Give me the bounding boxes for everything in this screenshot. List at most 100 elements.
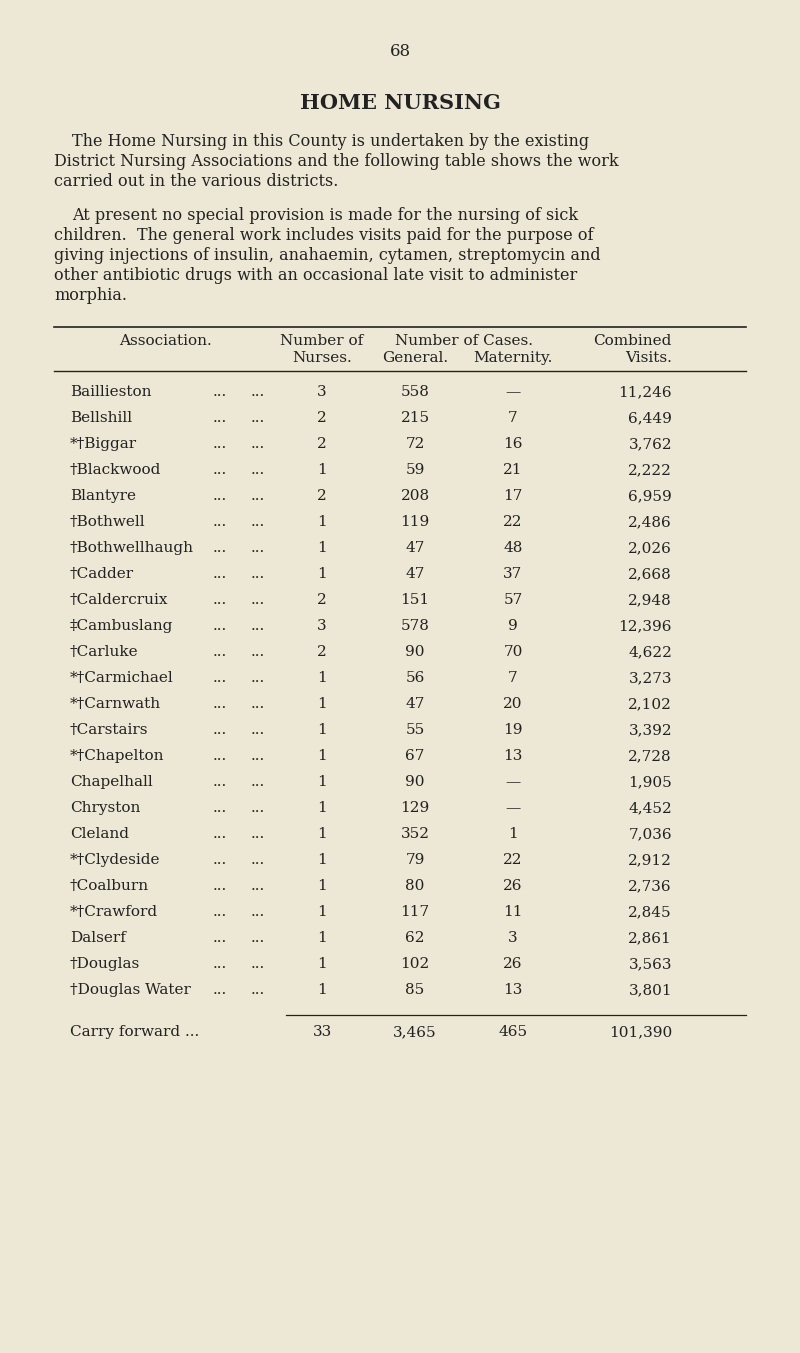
Text: *†Carmichael: *†Carmichael bbox=[70, 671, 174, 685]
Text: †Bothwellhaugh: †Bothwellhaugh bbox=[70, 541, 194, 555]
Text: *†Carnwath: *†Carnwath bbox=[70, 697, 161, 710]
Text: 1: 1 bbox=[317, 723, 327, 737]
Text: —: — bbox=[506, 801, 521, 815]
Text: 7,036: 7,036 bbox=[628, 827, 672, 842]
Text: 9: 9 bbox=[508, 620, 518, 633]
Text: †Coalburn: †Coalburn bbox=[70, 879, 149, 893]
Text: 33: 33 bbox=[312, 1026, 332, 1039]
Text: Combined: Combined bbox=[594, 334, 672, 348]
Text: ...: ... bbox=[251, 775, 265, 789]
Text: †Carstairs: †Carstairs bbox=[70, 723, 149, 737]
Text: Visits.: Visits. bbox=[625, 350, 672, 365]
Text: 19: 19 bbox=[503, 723, 522, 737]
Text: 2: 2 bbox=[317, 411, 327, 425]
Text: ...: ... bbox=[213, 801, 227, 815]
Text: ...: ... bbox=[251, 567, 265, 580]
Text: At present no special provision is made for the nursing of sick: At present no special provision is made … bbox=[72, 207, 578, 225]
Text: 2: 2 bbox=[317, 437, 327, 451]
Text: 1: 1 bbox=[317, 852, 327, 867]
Text: 1: 1 bbox=[317, 567, 327, 580]
Text: 151: 151 bbox=[401, 593, 430, 607]
Text: District Nursing Associations and the following table shows the work: District Nursing Associations and the fo… bbox=[54, 153, 618, 170]
Text: ...: ... bbox=[251, 984, 265, 997]
Text: 465: 465 bbox=[498, 1026, 527, 1039]
Text: 26: 26 bbox=[503, 879, 522, 893]
Text: 2,102: 2,102 bbox=[628, 697, 672, 710]
Text: Number of: Number of bbox=[280, 334, 364, 348]
Text: †Caldercruix: †Caldercruix bbox=[70, 593, 169, 607]
Text: ...: ... bbox=[213, 515, 227, 529]
Text: 1,905: 1,905 bbox=[628, 775, 672, 789]
Text: HOME NURSING: HOME NURSING bbox=[299, 93, 501, 114]
Text: 90: 90 bbox=[406, 645, 425, 659]
Text: children.  The general work includes visits paid for the purpose of: children. The general work includes visi… bbox=[54, 227, 594, 244]
Text: ...: ... bbox=[251, 879, 265, 893]
Text: 12,396: 12,396 bbox=[618, 620, 672, 633]
Text: 16: 16 bbox=[503, 437, 522, 451]
Text: 1: 1 bbox=[317, 957, 327, 971]
Text: †Douglas Water: †Douglas Water bbox=[70, 984, 191, 997]
Text: 2,736: 2,736 bbox=[628, 879, 672, 893]
Text: 6,959: 6,959 bbox=[628, 488, 672, 503]
Text: 2,668: 2,668 bbox=[628, 567, 672, 580]
Text: ...: ... bbox=[213, 723, 227, 737]
Text: ...: ... bbox=[213, 984, 227, 997]
Text: Blantyre: Blantyre bbox=[70, 488, 136, 503]
Text: 3,801: 3,801 bbox=[628, 984, 672, 997]
Text: 3,392: 3,392 bbox=[628, 723, 672, 737]
Text: 47: 47 bbox=[406, 541, 425, 555]
Text: 57: 57 bbox=[503, 593, 522, 607]
Text: ...: ... bbox=[213, 488, 227, 503]
Text: 13: 13 bbox=[503, 750, 522, 763]
Text: †Carluke: †Carluke bbox=[70, 645, 138, 659]
Text: 4,452: 4,452 bbox=[628, 801, 672, 815]
Text: ...: ... bbox=[213, 931, 227, 944]
Text: 2,728: 2,728 bbox=[628, 750, 672, 763]
Text: ...: ... bbox=[213, 541, 227, 555]
Text: Baillieston: Baillieston bbox=[70, 386, 151, 399]
Text: 1: 1 bbox=[317, 879, 327, 893]
Text: 47: 47 bbox=[406, 697, 425, 710]
Text: 70: 70 bbox=[503, 645, 522, 659]
Text: 2: 2 bbox=[317, 645, 327, 659]
Text: ...: ... bbox=[251, 750, 265, 763]
Text: ‡Cambuslang: ‡Cambuslang bbox=[70, 620, 174, 633]
Text: 85: 85 bbox=[406, 984, 425, 997]
Text: 68: 68 bbox=[390, 43, 410, 61]
Text: 1: 1 bbox=[508, 827, 518, 842]
Text: The Home Nursing in this County is undertaken by the existing: The Home Nursing in this County is under… bbox=[72, 133, 589, 150]
Text: 1: 1 bbox=[317, 671, 327, 685]
Text: 56: 56 bbox=[406, 671, 425, 685]
Text: carried out in the various districts.: carried out in the various districts. bbox=[54, 173, 338, 189]
Text: Number of Cases.: Number of Cases. bbox=[395, 334, 533, 348]
Text: 1: 1 bbox=[317, 541, 327, 555]
Text: *†Clydeside: *†Clydeside bbox=[70, 852, 161, 867]
Text: 2: 2 bbox=[317, 488, 327, 503]
Text: †Cadder: †Cadder bbox=[70, 567, 134, 580]
Text: Chapelhall: Chapelhall bbox=[70, 775, 153, 789]
Text: ...: ... bbox=[213, 827, 227, 842]
Text: —: — bbox=[506, 775, 521, 789]
Text: Association.: Association. bbox=[118, 334, 211, 348]
Text: 2,026: 2,026 bbox=[628, 541, 672, 555]
Text: 1: 1 bbox=[317, 750, 327, 763]
Text: ...: ... bbox=[213, 593, 227, 607]
Text: 13: 13 bbox=[503, 984, 522, 997]
Text: 47: 47 bbox=[406, 567, 425, 580]
Text: Maternity.: Maternity. bbox=[474, 350, 553, 365]
Text: 1: 1 bbox=[317, 801, 327, 815]
Text: 59: 59 bbox=[406, 463, 425, 478]
Text: ...: ... bbox=[213, 879, 227, 893]
Text: 117: 117 bbox=[401, 905, 430, 919]
Text: ...: ... bbox=[251, 541, 265, 555]
Text: 1: 1 bbox=[317, 905, 327, 919]
Text: *†Biggar: *†Biggar bbox=[70, 437, 137, 451]
Text: 558: 558 bbox=[401, 386, 430, 399]
Text: ...: ... bbox=[251, 437, 265, 451]
Text: Bellshill: Bellshill bbox=[70, 411, 132, 425]
Text: 1: 1 bbox=[317, 515, 327, 529]
Text: Nurses.: Nurses. bbox=[292, 350, 352, 365]
Text: giving injections of insulin, anahaemin, cytamen, streptomycin and: giving injections of insulin, anahaemin,… bbox=[54, 248, 601, 264]
Text: Carry forward ...: Carry forward ... bbox=[70, 1026, 199, 1039]
Text: morphia.: morphia. bbox=[54, 287, 127, 304]
